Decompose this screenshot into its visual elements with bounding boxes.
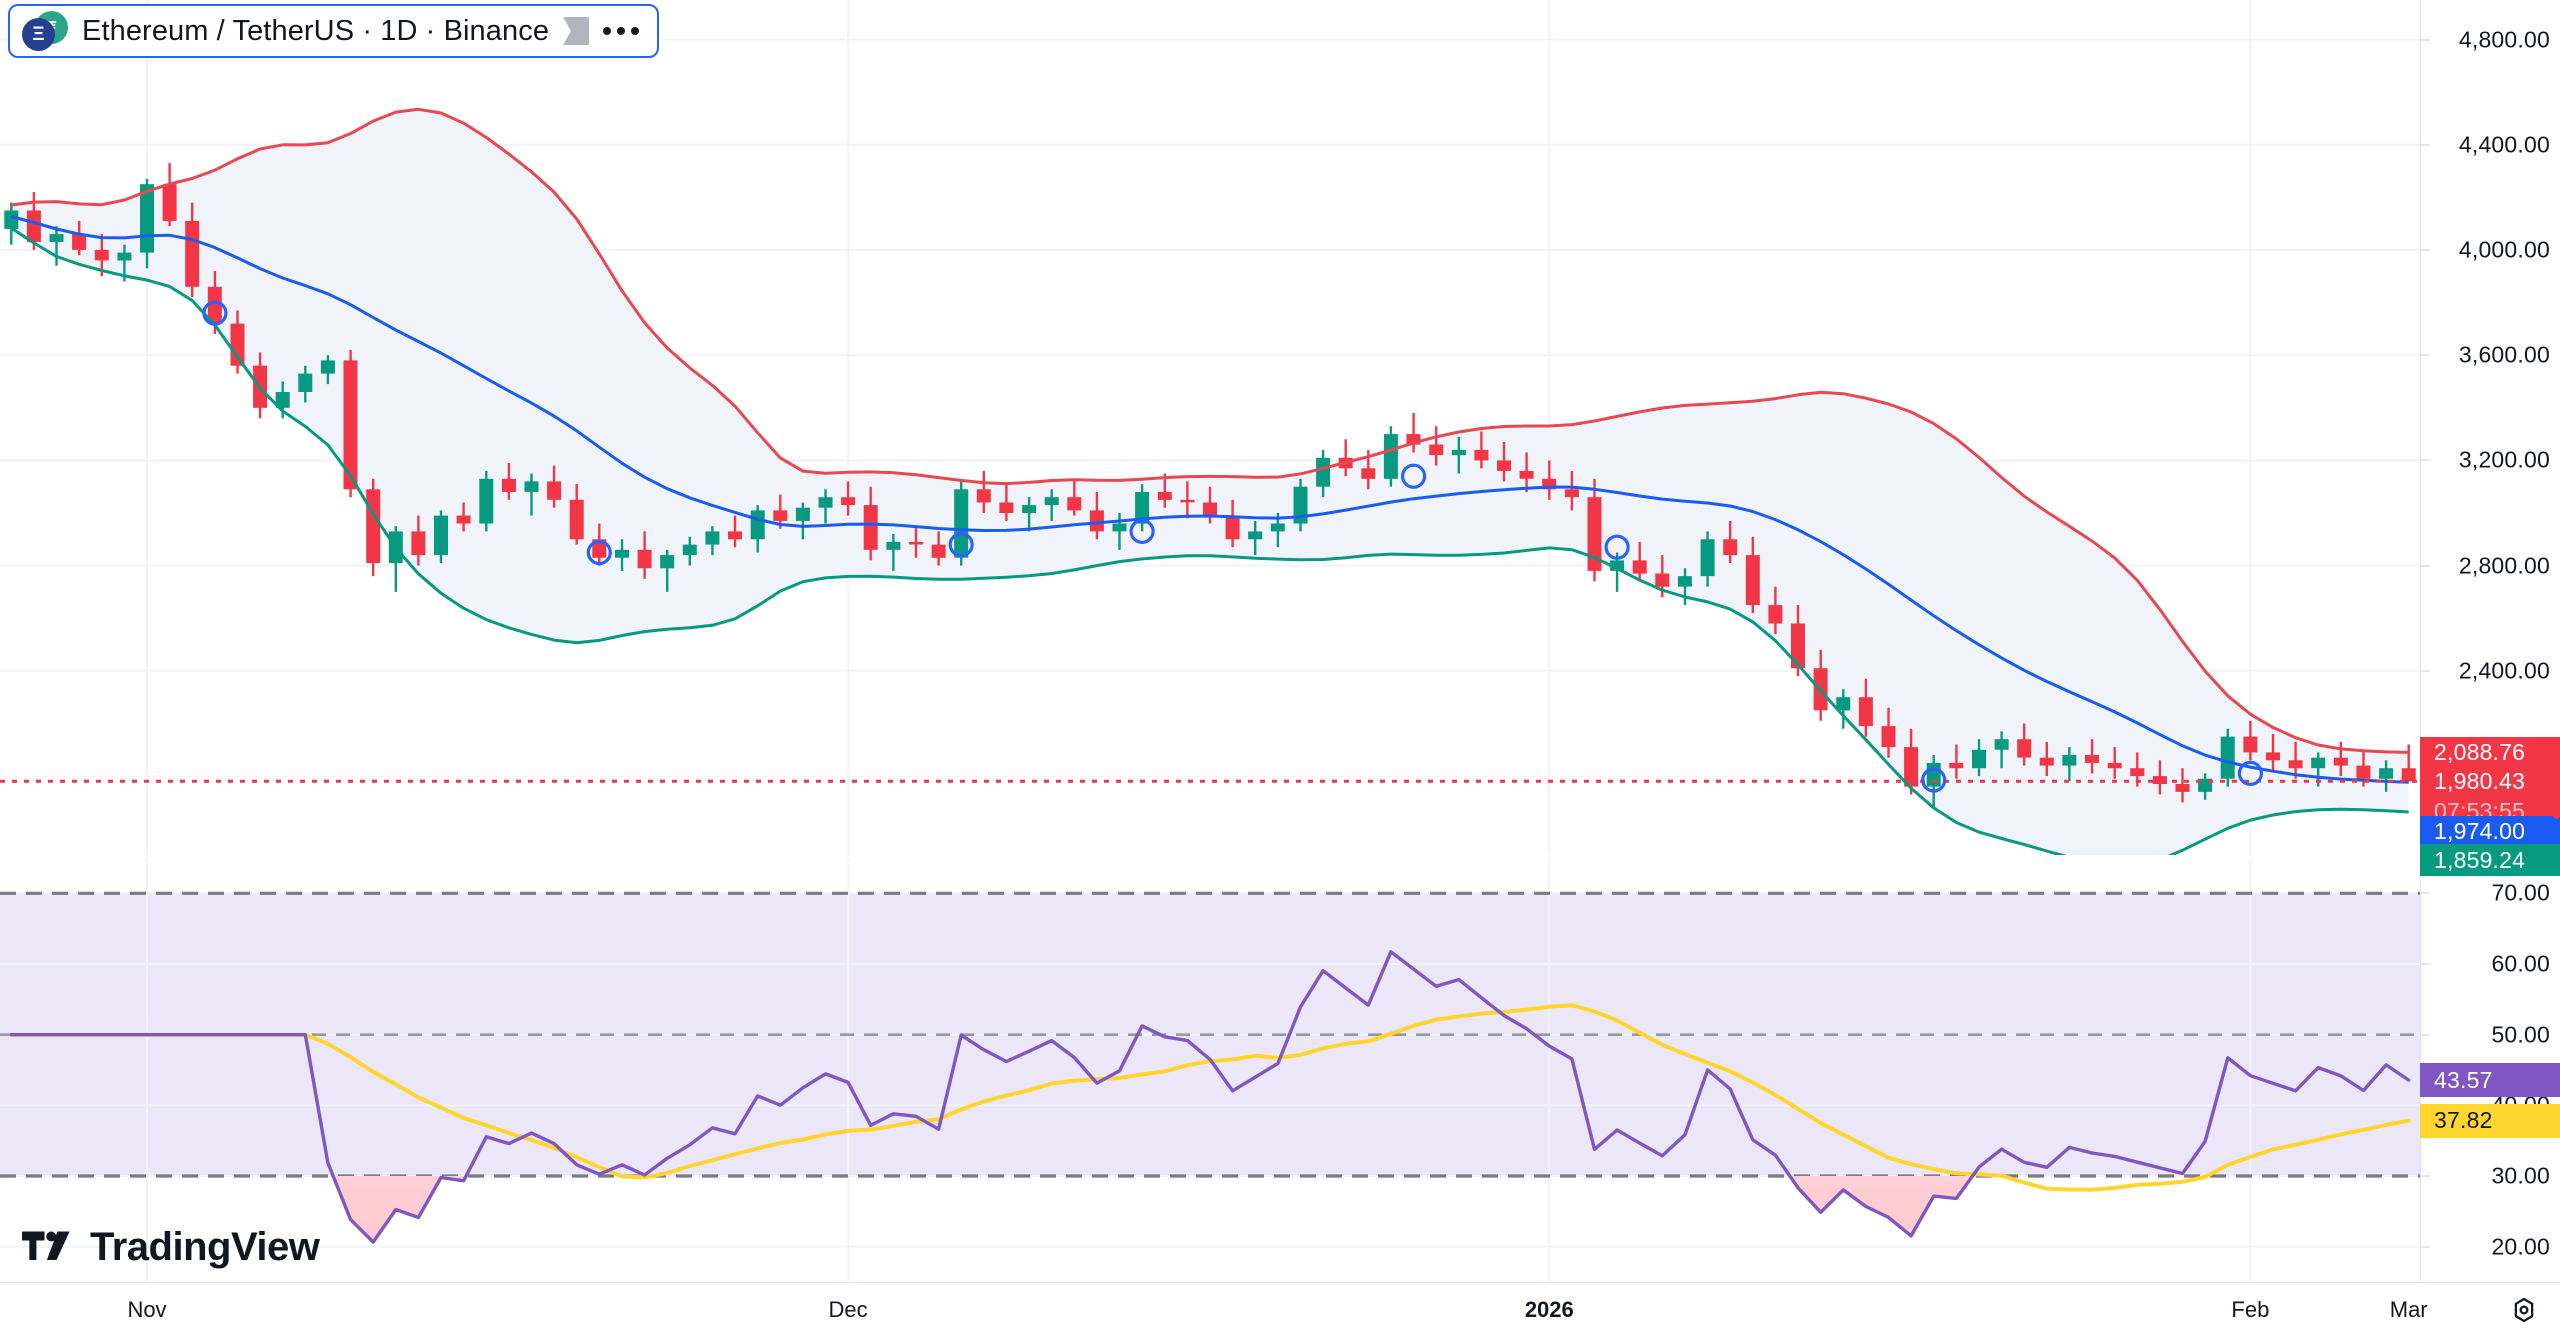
rsi-tick-dash xyxy=(2421,1034,2430,1036)
rsi-axis-tick: 60.00 xyxy=(2491,950,2550,977)
time-scale[interactable]: Nov Dec 2026 Feb Mar xyxy=(0,1282,2560,1338)
rsi-tick-dash xyxy=(2421,963,2430,965)
bb-lower-price-badge[interactable]: 1,859.24 xyxy=(2420,844,2560,877)
price-tick-dash xyxy=(2421,565,2430,567)
price-axis-tick: 2,800.00 xyxy=(2458,552,2550,579)
bb-upper-price-badge[interactable]: 2,088.76 xyxy=(2420,736,2560,769)
rsi-tick-dash xyxy=(2421,1175,2430,1177)
price-tick-dash xyxy=(2421,249,2430,251)
rsi-axis-tick: 20.00 xyxy=(2491,1233,2550,1260)
price-tick-dash xyxy=(2421,39,2430,40)
rsi-ma-value-badge[interactable]: 37.82 xyxy=(2420,1103,2560,1138)
tradingview-watermark: TradingView xyxy=(22,1225,320,1270)
price-axis-tick: 4,800.00 xyxy=(2458,26,2550,52)
price-tick-dash xyxy=(2421,459,2430,461)
flag-icon[interactable] xyxy=(563,17,590,45)
rsi-axis-tick: 30.00 xyxy=(2491,1162,2550,1189)
price-axis-tick: 3,200.00 xyxy=(2458,446,2550,473)
price-chart-canvas[interactable] xyxy=(0,0,2420,855)
price-axis-tick: 4,400.00 xyxy=(2458,131,2550,158)
rsi-indicator-pane[interactable] xyxy=(0,858,2420,1338)
rsi-chart-canvas[interactable] xyxy=(0,858,2420,1282)
tradingview-logo-icon xyxy=(22,1231,70,1260)
time-axis-tick: Mar xyxy=(2389,1297,2428,1322)
symbol-title: Ethereum / TetherUS · 1D · Binance xyxy=(82,14,550,47)
price-tick-dash xyxy=(2421,670,2430,672)
price-axis-tick: 4,000.00 xyxy=(2458,236,2550,263)
more-options-icon[interactable] xyxy=(603,27,640,35)
time-axis-tick: 2026 xyxy=(1524,1297,1574,1322)
rsi-tick-dash xyxy=(2421,892,2430,894)
time-axis-tick: Dec xyxy=(828,1297,868,1322)
price-tick-dash xyxy=(2421,144,2430,146)
time-axis-tick: Feb xyxy=(2231,1297,2270,1322)
rsi-axis-tick: 50.00 xyxy=(2491,1021,2550,1048)
price-range-marker xyxy=(2553,746,2560,820)
rsi-tick-dash xyxy=(2421,1246,2430,1248)
ethereum-icon: Ξ xyxy=(22,18,55,51)
chart-settings-icon[interactable] xyxy=(2506,1292,2542,1328)
price-axis-tick: 3,600.00 xyxy=(2458,341,2550,368)
time-axis-tick: Nov xyxy=(127,1297,167,1322)
symbol-legend-chip[interactable]: ₮ Ξ Ethereum / TetherUS · 1D · Binance xyxy=(8,4,660,58)
rsi-axis-tick: 70.00 xyxy=(2491,879,2550,906)
symbol-icons: ₮ Ξ xyxy=(22,11,68,51)
bb-basis-price-badge[interactable]: 1,974.00 xyxy=(2420,815,2560,848)
last-price-badge[interactable]: 1,980.43 xyxy=(2420,766,2560,797)
price-axis-tick: 2,400.00 xyxy=(2458,657,2550,684)
price-tick-dash xyxy=(2421,354,2430,356)
ethereum-icon-glyph: Ξ xyxy=(32,23,45,45)
rsi-value-badge[interactable]: 43.57 xyxy=(2420,1063,2560,1098)
tradingview-watermark-text: TradingView xyxy=(90,1225,320,1269)
price-chart-pane[interactable] xyxy=(0,0,2420,855)
price-scale[interactable]: 4,800.00 4,400.00 4,000.00 3,600.00 3,20… xyxy=(2420,0,2560,1282)
